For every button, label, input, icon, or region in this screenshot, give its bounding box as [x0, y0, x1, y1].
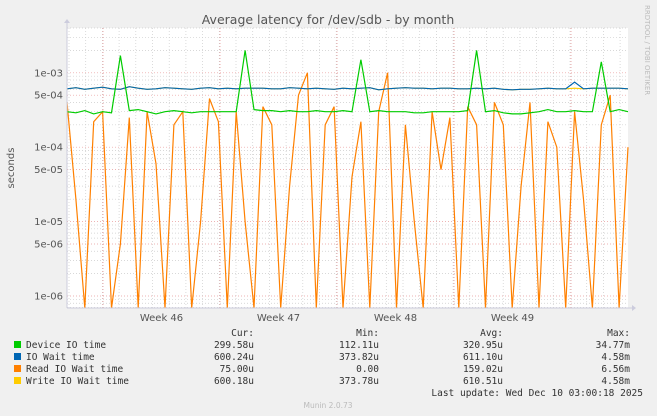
legend-cur: 75.00u [220, 364, 254, 375]
legend-swatch [14, 341, 21, 348]
legend-label: Write IO Wait time [26, 376, 129, 387]
y-tick-label: 1e-03 [34, 68, 63, 79]
rrdtool-watermark: RRDTOOL / TOBI OETIKER [643, 5, 651, 95]
legend-label: IO Wait time [26, 352, 95, 363]
series-group [66, 50, 629, 309]
legend: Cur: Min: Avg: Max: Device IO time 299.58… [14, 328, 643, 399]
y-tick-label: 1e-06 [34, 292, 63, 303]
legend-avg: 320.95u [463, 340, 503, 351]
grid [67, 27, 628, 308]
series-line-io-wait-time [66, 81, 629, 91]
legend-max: 4.58m [601, 376, 630, 387]
chart-title: Average latency for /dev/sdb - by month [202, 12, 455, 27]
legend-cur: 299.58u [214, 340, 254, 351]
legend-swatch [14, 377, 21, 384]
legend-min: 373.78u [339, 376, 379, 387]
y-tick-label: 5e-05 [34, 165, 63, 176]
plot-area [67, 28, 628, 308]
legend-avg: 610.51u [463, 376, 503, 387]
y-tick-label: 5e-06 [34, 240, 63, 251]
legend-max: 4.58m [601, 352, 630, 363]
x-axis-arrow-icon [632, 305, 636, 311]
x-tick-label: Week 46 [140, 313, 183, 324]
series-line-device-io-time [66, 50, 629, 115]
legend-swatch [14, 365, 21, 372]
y-tick-label: 1e-04 [34, 143, 63, 154]
munin-version: Munin 2.0.73 [303, 401, 352, 410]
legend-header-cur: Cur: [231, 328, 254, 339]
y-tick-label: 1e-05 [34, 217, 63, 228]
y-tick-label: 5e-04 [34, 91, 63, 102]
legend-label: Device IO time [26, 340, 106, 351]
legend-cur: 600.18u [214, 376, 254, 387]
x-tick-label: Week 48 [374, 313, 417, 324]
legend-header-max: Max: [607, 328, 630, 339]
legend-header-min: Min: [356, 328, 379, 339]
legend-max: 34.77m [596, 340, 631, 351]
legend-cur: 600.24u [214, 352, 254, 363]
series-line-read-io-wait-time [66, 72, 629, 309]
legend-label: Read IO Wait time [26, 364, 124, 375]
x-tick-label: Week 49 [491, 313, 534, 324]
legend-max: 6.56m [601, 364, 630, 375]
y-axis-arrow-icon [64, 19, 70, 23]
x-tick-label: Week 47 [257, 313, 300, 324]
legend-min: 373.82u [339, 352, 379, 363]
legend-header-avg: Avg: [480, 328, 503, 339]
legend-min: 112.11u [339, 340, 379, 351]
legend-avg: 159.02u [463, 364, 503, 375]
last-update: Last update: Wed Dec 10 03:00:18 2025 [431, 388, 643, 399]
x-tick-labels: Week 46 Week 47 Week 48 Week 49 [140, 313, 534, 324]
y-tick-labels: 1e-03 5e-04 1e-04 5e-05 1e-05 5e-06 1e-06 [34, 68, 63, 302]
legend-min: 0.00 [356, 364, 379, 375]
axes [64, 19, 636, 311]
y-axis-label: seconds [6, 148, 17, 189]
legend-avg: 611.10u [463, 352, 503, 363]
legend-swatch [14, 353, 21, 360]
